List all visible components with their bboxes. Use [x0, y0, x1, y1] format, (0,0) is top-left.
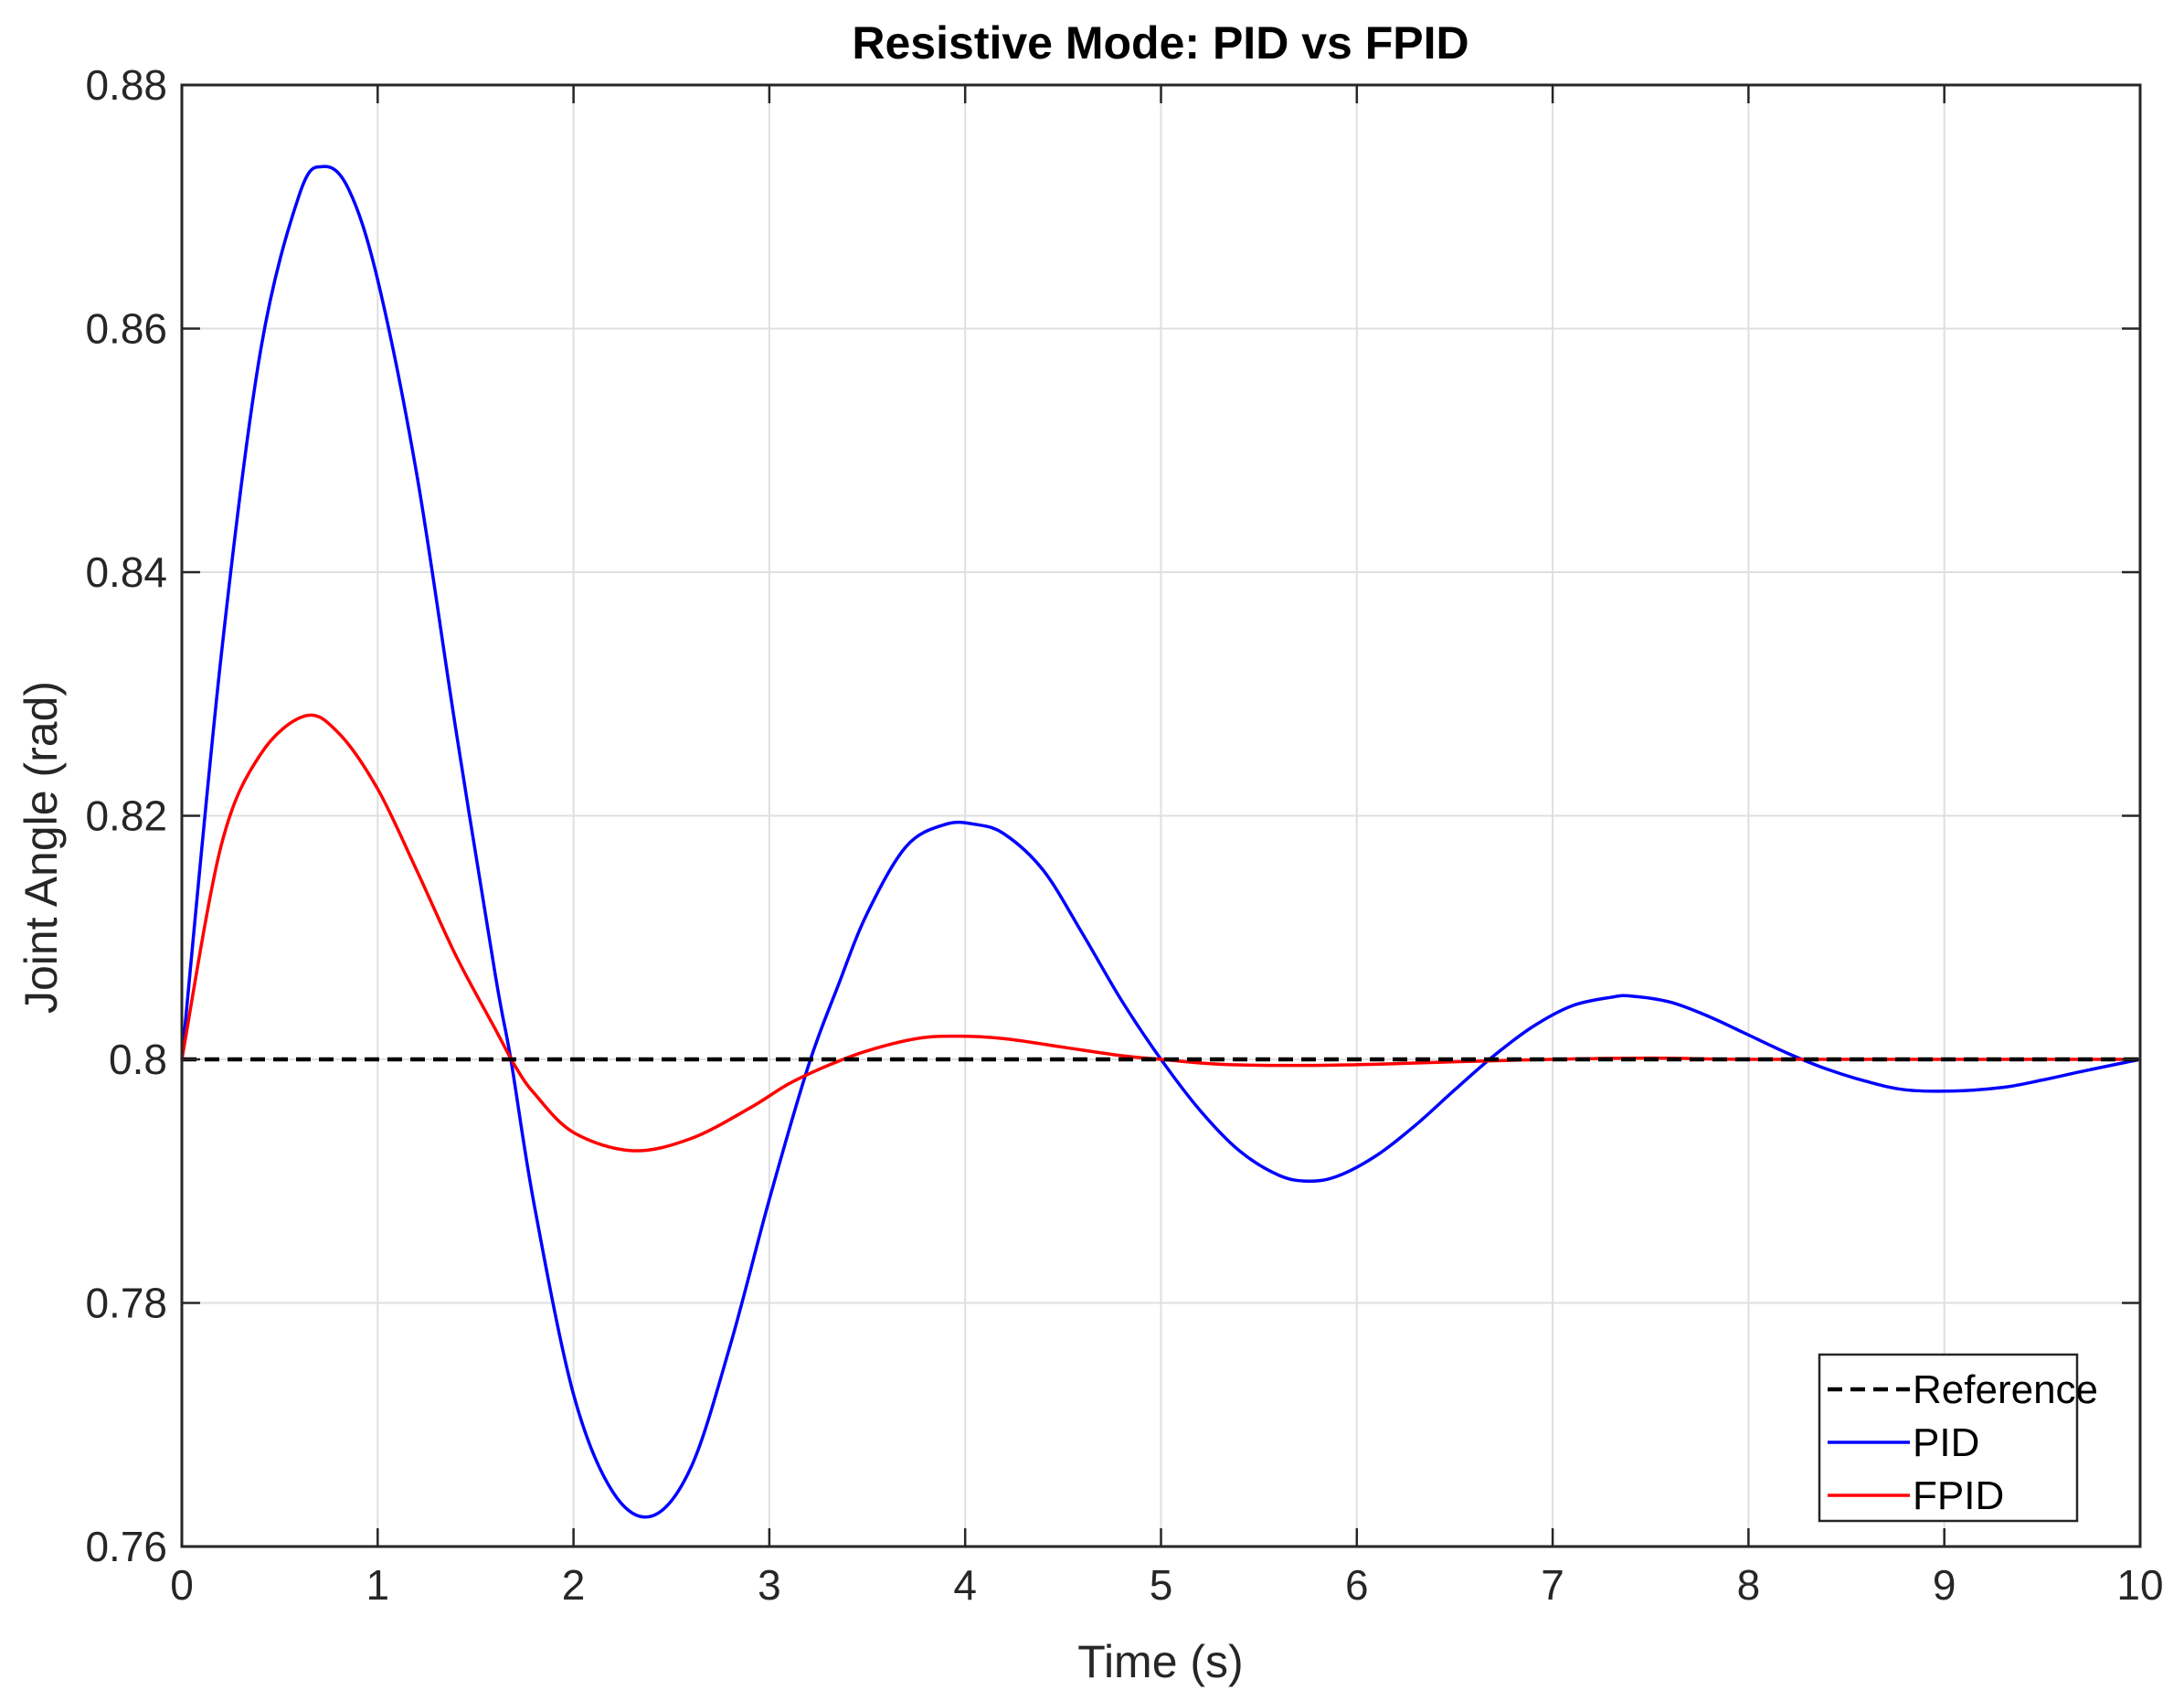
y-tick-label: 0.88	[85, 61, 167, 109]
y-tick-label: 0.86	[85, 305, 167, 353]
axis-ticks	[180, 83, 2142, 1548]
x-tick-label: 0	[170, 1561, 194, 1609]
x-tick-label: 7	[1541, 1561, 1564, 1609]
x-tick-label: 6	[1345, 1561, 1369, 1609]
y-tick-labels: 0.76 0.78 0.8 0.82 0.84 0.86 0.88	[85, 61, 167, 1570]
x-tick-label: 5	[1150, 1561, 1173, 1609]
y-tick-label: 0.76	[85, 1523, 167, 1570]
x-tick-labels: 0 1 2 3 4 5 6 7 8 9 10	[170, 1561, 2163, 1609]
y-tick-label: 0.82	[85, 792, 167, 840]
x-tick-label: 10	[2116, 1561, 2163, 1609]
legend: Reference PID FPID	[1818, 1353, 2098, 1523]
x-axis-label: Time (s)	[1077, 1636, 1243, 1687]
y-tick-label: 0.84	[85, 548, 167, 596]
y-tick-label: 0.8	[109, 1036, 167, 1083]
legend-box	[1818, 1353, 2079, 1523]
series-layer	[180, 165, 2141, 1519]
x-tick-label: 9	[1933, 1561, 1956, 1609]
legend-label-fpid: FPID	[1913, 1473, 2004, 1518]
chart-title: Resistive Mode: PID vs FPID	[852, 17, 1468, 69]
y-axis-label: Joint Angle (rad)	[16, 681, 67, 1014]
legend-label-reference: Reference	[1913, 1367, 2098, 1412]
y-tick-label: 0.78	[85, 1280, 167, 1327]
series-line-pid	[180, 165, 2141, 1519]
x-tick-label: 4	[953, 1561, 977, 1609]
x-tick-label: 1	[366, 1561, 390, 1609]
x-tick-label: 3	[758, 1561, 781, 1609]
x-tick-label: 2	[562, 1561, 586, 1609]
legend-label-pid: PID	[1913, 1420, 1979, 1465]
x-tick-label: 8	[1737, 1561, 1761, 1609]
